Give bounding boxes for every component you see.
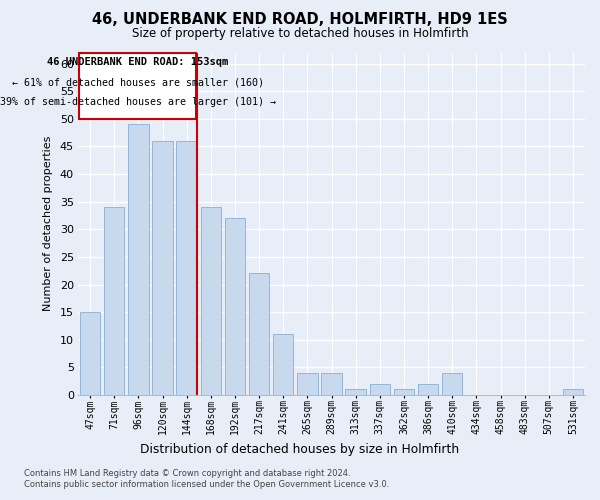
FancyBboxPatch shape bbox=[79, 52, 196, 119]
Bar bbox=[394, 390, 414, 395]
Bar bbox=[273, 334, 293, 395]
Text: 39% of semi-detached houses are larger (101) →: 39% of semi-detached houses are larger (… bbox=[0, 96, 275, 106]
Bar bbox=[370, 384, 390, 395]
Bar bbox=[418, 384, 439, 395]
Bar bbox=[321, 373, 342, 395]
Bar bbox=[224, 218, 245, 395]
Text: 46, UNDERBANK END ROAD, HOLMFIRTH, HD9 1ES: 46, UNDERBANK END ROAD, HOLMFIRTH, HD9 1… bbox=[92, 12, 508, 28]
Bar bbox=[128, 124, 149, 395]
Bar bbox=[346, 390, 366, 395]
Bar bbox=[80, 312, 100, 395]
Text: 46 UNDERBANK END ROAD: 153sqm: 46 UNDERBANK END ROAD: 153sqm bbox=[47, 57, 229, 67]
Bar bbox=[249, 274, 269, 395]
Text: Contains HM Land Registry data © Crown copyright and database right 2024.: Contains HM Land Registry data © Crown c… bbox=[24, 469, 350, 478]
Bar bbox=[176, 141, 197, 395]
Y-axis label: Number of detached properties: Number of detached properties bbox=[43, 136, 53, 312]
Bar bbox=[152, 141, 173, 395]
Bar bbox=[104, 207, 124, 395]
Text: ← 61% of detached houses are smaller (160): ← 61% of detached houses are smaller (16… bbox=[11, 78, 263, 88]
Text: Size of property relative to detached houses in Holmfirth: Size of property relative to detached ho… bbox=[131, 28, 469, 40]
Bar bbox=[200, 207, 221, 395]
Bar bbox=[442, 373, 463, 395]
Text: Contains public sector information licensed under the Open Government Licence v3: Contains public sector information licen… bbox=[24, 480, 389, 489]
Bar bbox=[563, 390, 583, 395]
Bar bbox=[297, 373, 317, 395]
Text: Distribution of detached houses by size in Holmfirth: Distribution of detached houses by size … bbox=[140, 442, 460, 456]
